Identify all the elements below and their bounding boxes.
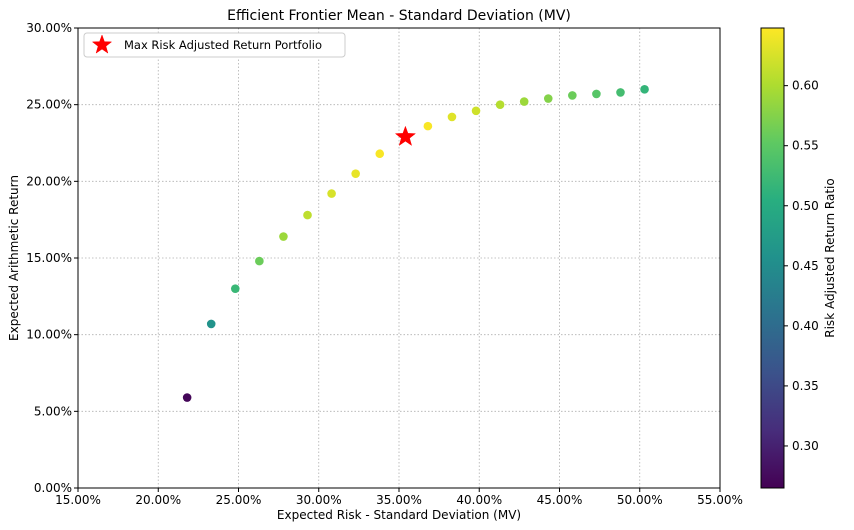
x-axis-ticks: 15.00% 20.00% 25.00% 30.00% 35.00% 40.00% 45.0… xyxy=(55,488,743,507)
scatter-point xyxy=(543,94,553,103)
x-tick-label: 35.00% xyxy=(376,493,422,507)
legend-box xyxy=(83,32,346,58)
x-tick-label: 15.00% xyxy=(55,493,101,507)
scatter-point xyxy=(206,319,216,329)
grid-lines xyxy=(78,28,720,488)
x-tick-label: 55.00% xyxy=(697,493,743,507)
y-tick-label: 5.00% xyxy=(34,404,72,418)
scatter-point xyxy=(230,284,240,293)
scatter-point xyxy=(447,112,457,122)
max-risk-adjusted-portfolio-marker xyxy=(394,125,417,146)
legend: Max Risk Adjusted Return Portfolio xyxy=(83,32,346,58)
colorbar-tick-label: 0.30 xyxy=(792,439,819,453)
scatter-point xyxy=(471,106,481,116)
colorbar xyxy=(760,27,785,489)
max-risk-adjusted-star xyxy=(394,125,417,146)
scatter-point xyxy=(592,89,601,99)
plot-area-frame xyxy=(77,27,721,489)
legend-label: Max Risk Adjusted Return Portfolio xyxy=(124,38,322,52)
scatter-point xyxy=(327,189,336,198)
scatter-point xyxy=(568,91,577,100)
legend-star-icon xyxy=(91,34,113,54)
x-tick-label: 50.00% xyxy=(617,493,663,507)
scatter-point xyxy=(375,149,385,159)
colorbar-tick-label: 0.55 xyxy=(792,139,819,153)
scatter-point xyxy=(519,97,529,106)
scatter-point xyxy=(351,169,360,178)
colorbar-tick-label: 0.50 xyxy=(792,199,819,213)
chart-title: Efficient Frontier Mean - Standard Devia… xyxy=(227,8,571,24)
scatter-point xyxy=(255,256,264,266)
colorbar-label: Risk Adjusted Return Ratio xyxy=(823,178,837,337)
scatter-point xyxy=(182,393,192,402)
scatter-point xyxy=(423,121,433,131)
scatter-point xyxy=(616,88,625,97)
y-tick-label: 15.00% xyxy=(26,251,72,265)
colorbar-tick-label: 0.45 xyxy=(792,259,819,273)
colorbar-tick-label: 0.35 xyxy=(792,379,819,393)
x-tick-label: 20.00% xyxy=(135,493,181,507)
scatter-points xyxy=(182,85,649,402)
scatter-point xyxy=(495,100,505,109)
y-tick-label: 25.00% xyxy=(26,98,72,112)
colorbar-ticks: 0.30 0.35 0.40 0.45 0.50 0.55 0.60 xyxy=(784,79,819,453)
scatter-point xyxy=(303,210,312,220)
colorbar-tick-label: 0.60 xyxy=(792,79,819,93)
y-tick-label: 30.00% xyxy=(26,21,72,35)
y-tick-label: 10.00% xyxy=(26,328,72,342)
scatter-point xyxy=(279,232,288,241)
colorbar-tick-label: 0.40 xyxy=(792,319,819,333)
y-axis-ticks: 0.00% 5.00% 10.00% 15.00% 20.00% 25.00% 30.00% xyxy=(26,21,78,495)
x-tick-label: 45.00% xyxy=(537,493,583,507)
x-tick-label: 40.00% xyxy=(456,493,502,507)
y-axis-label: Expected Arithmetic Return xyxy=(7,175,21,341)
y-tick-label: 20.00% xyxy=(26,174,72,188)
y-tick-label: 0.00% xyxy=(34,481,72,495)
x-tick-label: 25.00% xyxy=(216,493,262,507)
x-tick-label: 30.00% xyxy=(296,493,342,507)
scatter-point xyxy=(640,85,649,94)
x-axis-label: Expected Risk - Standard Deviation (MV) xyxy=(277,508,521,522)
